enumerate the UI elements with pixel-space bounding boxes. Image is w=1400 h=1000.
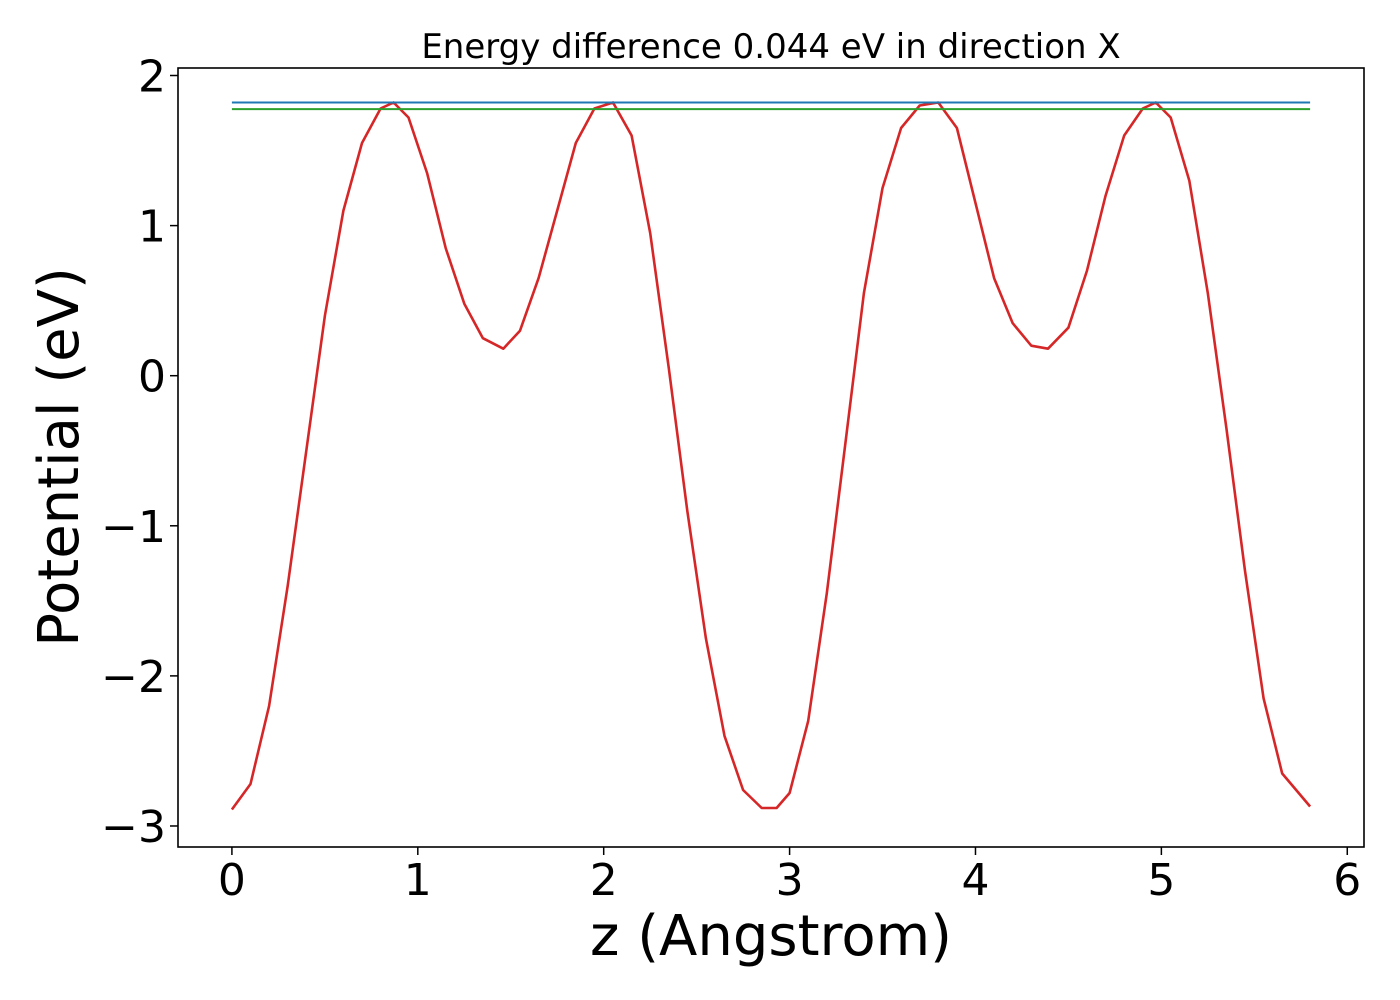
- chart-title: Energy difference 0.044 eV in direction …: [421, 27, 1120, 67]
- x-tick-label: 2: [590, 855, 618, 906]
- x-tick-label: 4: [961, 855, 989, 906]
- plot-frame: [177, 67, 1365, 848]
- y-tick-label: 1: [138, 202, 166, 253]
- x-tick-label: 6: [1333, 855, 1361, 906]
- y-axis-label: Potential (eV): [27, 267, 92, 647]
- plot-area: [178, 68, 1364, 847]
- y-tick-label: 2: [138, 52, 166, 103]
- y-tick-label: −1: [101, 502, 166, 553]
- x-axis-label: z (Angstrom): [590, 904, 952, 969]
- plot-background: [178, 68, 1364, 847]
- x-tick-label: 0: [218, 855, 246, 906]
- y-axis: −3 −2 −1 0 1 2: [101, 52, 178, 853]
- y-tick-label: 0: [138, 352, 166, 403]
- y-tick-label: −2: [101, 652, 166, 703]
- y-tick-label: −3: [101, 802, 166, 853]
- x-axis: 0 1 2 3 4 5 6: [218, 847, 1361, 906]
- x-tick-label: 5: [1147, 855, 1175, 906]
- x-tick-label: 3: [776, 855, 804, 906]
- series-layer: [230, 101, 1312, 811]
- x-tick-label: 1: [404, 855, 432, 906]
- series-line-0: [230, 101, 1312, 811]
